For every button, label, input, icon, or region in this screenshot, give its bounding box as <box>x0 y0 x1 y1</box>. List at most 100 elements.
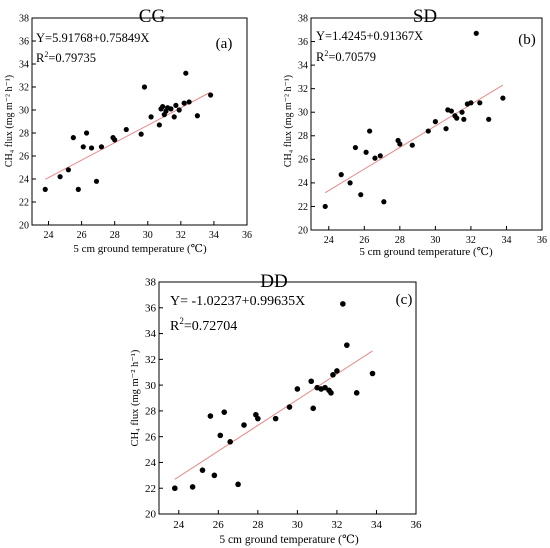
y-tick-label: 32 <box>19 82 29 93</box>
chart-panel-cg: CG 24 26 28 30 32 34 36 20 22 24 26 28 30 32 34 36 38 Y=… <box>4 6 252 255</box>
data-point <box>454 115 460 121</box>
y-axis-label: CH₄ flux (mg m⁻² h⁻¹) <box>283 75 294 167</box>
x-tick-label: 30 <box>430 235 440 246</box>
axis-ticks: 24 26 28 30 32 34 36 20 22 24 26 28 30 32 34 36 38 <box>19 13 252 241</box>
y-axis-label: CH₄ flux (mg m⁻² h⁻¹) <box>130 349 141 446</box>
data-point <box>377 153 383 159</box>
x-tick-label: 26 <box>77 230 87 241</box>
data-point <box>272 415 279 422</box>
data-point <box>443 126 449 132</box>
plot-frame <box>310 17 543 231</box>
x-axis-label: 5 cm ground temperature (℃) <box>219 534 358 546</box>
data-point <box>176 107 182 113</box>
data-point <box>183 70 189 76</box>
x-tick-label: 34 <box>371 519 383 531</box>
fit-equation: Y=1.4245+0.91367X <box>316 29 423 43</box>
data-point <box>255 415 261 422</box>
x-tick-label: 34 <box>501 235 511 246</box>
data-point <box>207 413 214 419</box>
data-point <box>381 199 387 205</box>
y-axis-label: CH₄ flux (mg m⁻² h⁻¹) <box>4 75 15 167</box>
data-point <box>186 99 192 105</box>
data-point <box>208 92 214 98</box>
data-point <box>486 116 492 122</box>
chart-title: SD <box>413 6 437 27</box>
data-point <box>189 484 196 490</box>
fit-equation: Y=5.91768+0.75849X <box>36 31 149 45</box>
y-tick-label: 32 <box>145 354 156 366</box>
y-tick-label: 26 <box>145 431 157 443</box>
y-tick-label: 34 <box>145 328 157 340</box>
y-tick-label: 22 <box>145 483 156 495</box>
data-point <box>241 422 247 428</box>
data-point <box>171 114 177 120</box>
x-tick-label: 32 <box>331 519 342 531</box>
y-tick-label: 30 <box>298 108 308 119</box>
data-point <box>138 131 144 137</box>
data-point <box>500 95 506 101</box>
y-tick-label: 32 <box>298 84 308 95</box>
x-tick-label: 36 <box>242 230 252 241</box>
data-point <box>347 180 353 186</box>
data-point <box>330 372 336 378</box>
y-tick-label: 38 <box>145 277 157 289</box>
data-point <box>369 370 376 377</box>
data-point <box>294 386 301 392</box>
y-tick-label: 26 <box>298 155 308 166</box>
data-point <box>448 108 454 114</box>
data-point <box>338 172 344 178</box>
y-tick-label: 34 <box>19 59 29 70</box>
x-tick-label: 34 <box>209 230 219 241</box>
x-tick-label: 28 <box>110 230 120 241</box>
data-point <box>353 390 360 396</box>
y-tick-label: 30 <box>145 380 157 392</box>
data-point <box>308 378 315 385</box>
data-points <box>42 70 214 192</box>
data-point <box>156 122 162 128</box>
y-tick-label: 24 <box>145 457 157 469</box>
x-tick-label: 26 <box>359 235 369 246</box>
x-tick-label: 32 <box>176 230 186 241</box>
data-point <box>468 100 474 106</box>
data-point <box>75 186 81 192</box>
r-squared: R2=0.70579 <box>316 49 376 64</box>
fit-equation: Y= -1.02237+0.99635X <box>170 294 305 309</box>
data-point <box>98 144 105 150</box>
data-point <box>93 178 100 184</box>
data-point <box>322 203 328 210</box>
chart-panel-sd: SD 24 26 28 30 32 34 36 20 22 24 26 28 30 32 34 36 38 Y=… <box>283 6 547 258</box>
data-point <box>123 126 129 133</box>
data-point <box>322 384 328 391</box>
x-tick-label: 24 <box>324 235 334 246</box>
r-squared: R2=0.72704 <box>170 316 237 334</box>
data-point <box>70 135 76 141</box>
y-tick-label: 36 <box>145 302 157 314</box>
axis-ticks: 24 26 28 30 32 34 36 20 22 24 26 28 30 32 34 36 38 <box>298 13 547 246</box>
data-point <box>473 30 479 36</box>
regression-line <box>174 350 373 480</box>
data-point <box>367 128 373 134</box>
y-tick-label: 20 <box>298 225 308 236</box>
data-point <box>432 119 438 125</box>
data-point <box>217 432 224 439</box>
data-point <box>141 84 148 90</box>
data-point <box>459 109 465 115</box>
x-tick-label: 28 <box>395 235 405 246</box>
r-squared: R2=0.79735 <box>36 50 96 65</box>
data-point <box>334 368 340 374</box>
y-tick-label: 38 <box>298 13 308 24</box>
data-point <box>363 149 369 155</box>
y-tick-label: 24 <box>19 174 29 185</box>
data-points <box>172 301 376 492</box>
data-point <box>211 472 218 479</box>
x-tick-label: 36 <box>537 235 547 246</box>
x-tick-label: 24 <box>44 230 54 241</box>
x-axis-label: 5 cm ground temperature (℃) <box>73 243 207 255</box>
data-point <box>286 404 293 410</box>
data-point <box>340 301 346 307</box>
data-point <box>358 192 364 198</box>
x-axis-label: 5 cm ground temperature (℃) <box>359 246 493 258</box>
data-point <box>57 174 63 180</box>
